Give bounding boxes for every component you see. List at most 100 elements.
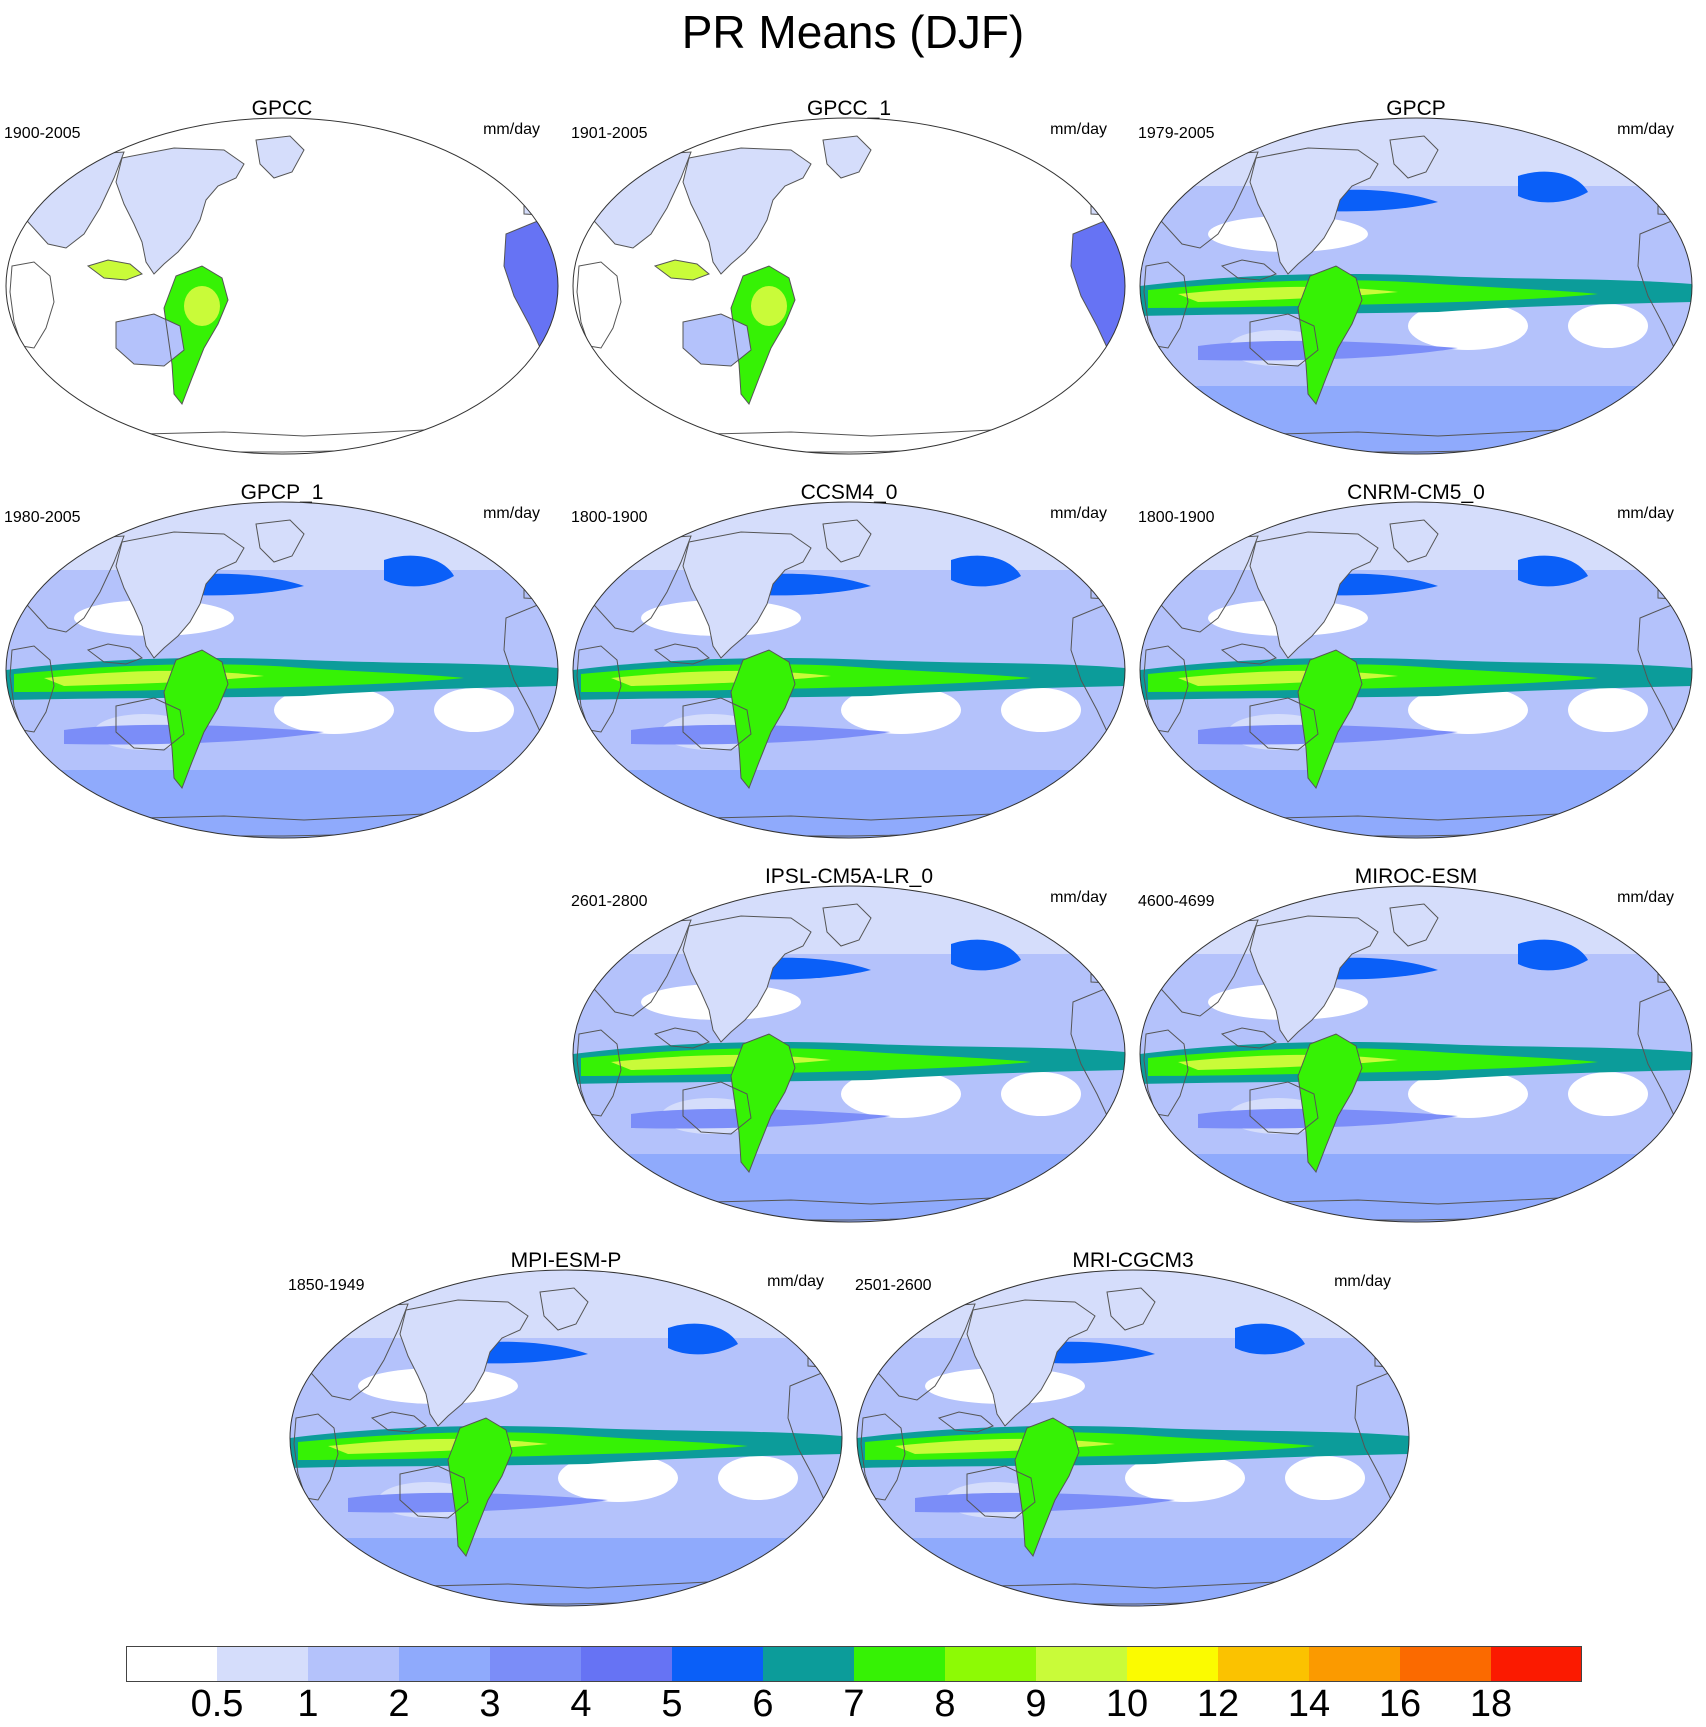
coastline: [163, 649, 229, 789]
colorbar-swatch: [945, 1646, 1037, 1682]
panel-gpcc1: GPCC_1 1901-2005 mm/day: [571, 96, 1127, 476]
coastline: [255, 519, 305, 563]
colorbar-tick-label: 12: [1196, 1683, 1240, 1725]
coastline: [9, 645, 55, 733]
precip-band: [951, 939, 1021, 971]
coastline: [115, 531, 245, 659]
coastline: [1249, 313, 1319, 367]
panel-title: MIROC-ESM: [1354, 865, 1478, 888]
land-precip: [1298, 1034, 1362, 1172]
map-mpi: [289, 1269, 843, 1607]
panel-mpi: MPI-ESM-P 1850-1949 mm/day: [288, 1248, 844, 1628]
land-precip: [655, 260, 709, 280]
coastline: [9, 261, 55, 349]
panel-units: mm/day: [1050, 121, 1107, 138]
colorbar-tick-label: 9: [1025, 1683, 1047, 1725]
colorbar-swatch: [763, 1646, 855, 1682]
colorbar-tick-label: 16: [1378, 1683, 1422, 1725]
land-precip: [1091, 142, 1125, 216]
land-precip: [116, 532, 244, 658]
coastline: [966, 1299, 1096, 1427]
colorbar-tick-label: 18: [1469, 1683, 1513, 1725]
coastline: [1014, 1417, 1080, 1557]
coastline: [576, 1029, 622, 1117]
colorbar-tick-label: 8: [934, 1683, 956, 1725]
colorbar-tick-label: 14: [1287, 1683, 1331, 1725]
coastline: [682, 313, 752, 367]
coastline: [1657, 909, 1692, 985]
land-precip: [1298, 650, 1362, 788]
panel-mri: MRI-CGCM3 2501-2600 mm/day: [855, 1248, 1411, 1628]
panel-period: 4600-4699: [1138, 893, 1215, 910]
land-precip: [1250, 916, 1378, 1042]
coastline: [1249, 1081, 1319, 1135]
coastline: [115, 697, 185, 751]
coastline: [1389, 135, 1439, 179]
coastline: [1220, 643, 1277, 665]
panel-units: mm/day: [1050, 889, 1107, 906]
panel-ccsm4: CCSM4_0 1800-1900 mm/day: [571, 480, 1127, 860]
coastline: [682, 147, 812, 275]
southern-ocean-fill: [573, 1154, 1125, 1222]
dry-zone: [718, 1456, 798, 1500]
coastline: [822, 519, 872, 563]
southern-ocean-fill: [857, 1538, 1409, 1606]
coastline: [576, 261, 622, 349]
coastline: [1143, 261, 1189, 349]
colorbar-swatch: [1491, 1646, 1582, 1682]
colorbar-tick-label: 3: [479, 1683, 501, 1725]
coastline: [653, 1027, 710, 1049]
land-precip: [967, 1300, 1095, 1426]
land-precip: [1298, 266, 1362, 404]
colorbar: [126, 1646, 1582, 1682]
land-precip: [823, 136, 871, 178]
panel-title: CCSM4_0: [800, 481, 898, 504]
coastline: [1657, 141, 1692, 217]
colorbar-frame: [126, 1646, 1582, 1682]
colorbar-tick-label: 7: [843, 1683, 865, 1725]
panel-units: mm/day: [1334, 1273, 1391, 1290]
land-precip: [88, 260, 142, 280]
precip-band: [668, 1323, 738, 1355]
panel-units: mm/day: [1617, 505, 1674, 522]
panel-units: mm/day: [1617, 121, 1674, 138]
land-precip: [683, 532, 811, 658]
coastline: [1389, 903, 1439, 947]
coastline: [653, 259, 710, 281]
coastline: [1297, 1033, 1363, 1173]
map-ccsm4: [572, 501, 1126, 839]
panel-period: 1901-2005: [571, 125, 648, 142]
coastline: [682, 531, 812, 659]
coastline: [115, 313, 185, 367]
panel-period: 1800-1900: [1138, 509, 1215, 526]
coastline: [539, 1287, 589, 1331]
map-outline: [5, 117, 559, 455]
land-precip: [164, 650, 228, 788]
land-precip: [1071, 220, 1125, 366]
colorbar-tick-label: 5: [661, 1683, 683, 1725]
coastline: [860, 1413, 906, 1501]
coastline: [399, 1465, 469, 1519]
precip-band: [951, 555, 1021, 587]
coastline: [682, 697, 752, 751]
colorbar-swatch: [854, 1646, 946, 1682]
coastline: [653, 643, 710, 665]
coastline: [1657, 525, 1692, 601]
colorbar-swatch: [308, 1646, 400, 1682]
coastline: [1249, 915, 1379, 1043]
colorbar-swatch: [399, 1646, 491, 1682]
land-precip: [1250, 532, 1378, 658]
panel-units: mm/day: [1617, 889, 1674, 906]
colorbar-swatch: [672, 1646, 764, 1682]
land-precip: [256, 136, 304, 178]
coastline: [1297, 649, 1363, 789]
panel-gpcp1: GPCP_1 1980-2005 mm/day: [4, 480, 560, 860]
colorbar-swatch: [1036, 1646, 1128, 1682]
coastline: [1143, 645, 1189, 733]
coastline: [86, 643, 143, 665]
precip-band: [384, 555, 454, 587]
coastline: [1106, 1287, 1156, 1331]
map-outline: [289, 1269, 843, 1607]
panel-period: 2501-2600: [855, 1277, 932, 1294]
coastline: [730, 265, 796, 405]
